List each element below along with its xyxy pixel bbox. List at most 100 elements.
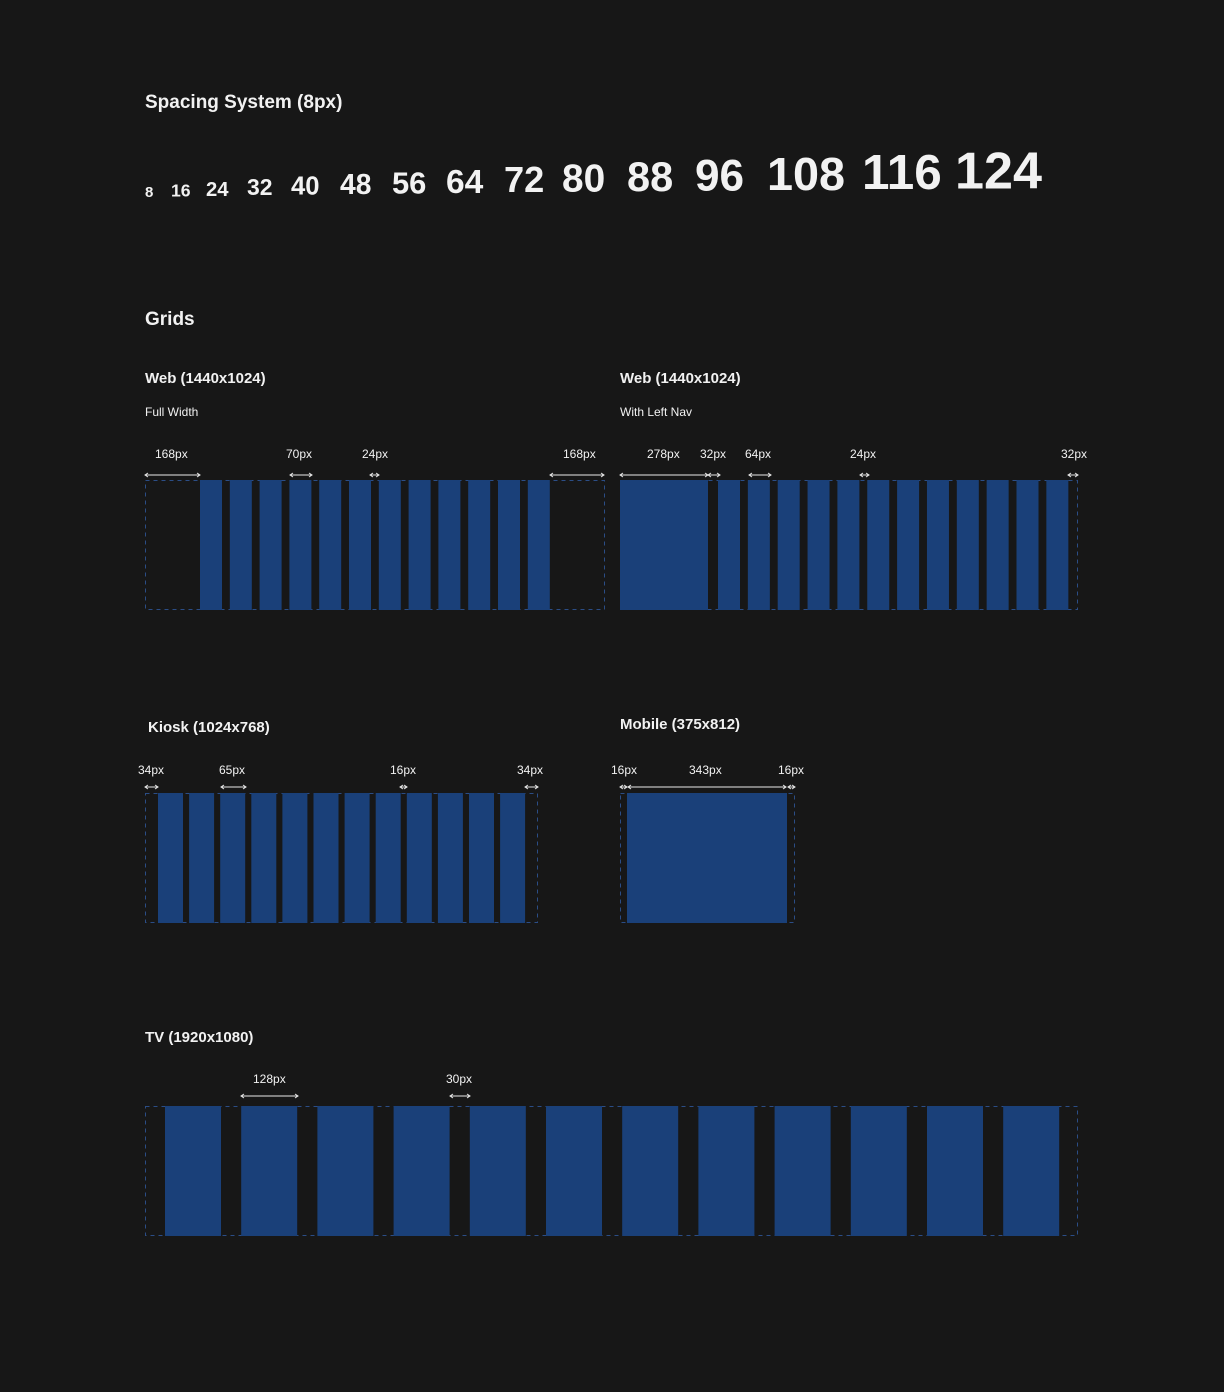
measure-label: 34px bbox=[517, 763, 543, 777]
grid-subtitle: With Left Nav bbox=[620, 405, 692, 419]
grid-column bbox=[469, 1106, 526, 1236]
grid-column bbox=[438, 480, 461, 610]
grid-column bbox=[546, 1106, 602, 1236]
grid-column bbox=[498, 480, 520, 610]
spacing-value: 108 bbox=[767, 148, 845, 200]
grid-column bbox=[349, 480, 371, 610]
grid-column bbox=[289, 480, 312, 610]
spacing-value: 40 bbox=[291, 173, 319, 201]
grid-column bbox=[317, 1106, 374, 1236]
arrow-head bbox=[787, 784, 796, 790]
grid-column bbox=[622, 1106, 679, 1236]
arrow-head bbox=[399, 784, 408, 790]
grid-column bbox=[378, 480, 401, 610]
arrow-head bbox=[220, 784, 247, 790]
spacing-value: 64 bbox=[446, 164, 484, 201]
arrow-head bbox=[748, 472, 772, 478]
grid-column bbox=[1046, 480, 1069, 610]
grid-title: Web (1440x1024) bbox=[145, 370, 266, 387]
measure-label: 343px bbox=[689, 763, 722, 777]
grid-column bbox=[259, 480, 282, 610]
arrow-head bbox=[144, 472, 201, 478]
measure-label: 168px bbox=[563, 447, 596, 461]
grid-column bbox=[469, 793, 494, 923]
grid-column bbox=[241, 1106, 298, 1236]
measure-label: 24px bbox=[362, 447, 388, 461]
grid-block bbox=[620, 480, 708, 610]
grid-column bbox=[927, 1106, 983, 1236]
grid-column bbox=[393, 1106, 450, 1236]
measure-label: 30px bbox=[446, 1072, 472, 1086]
grid-column bbox=[158, 793, 183, 923]
grid-column bbox=[837, 480, 860, 610]
arrow-head bbox=[144, 784, 159, 790]
arrow-head bbox=[289, 472, 313, 478]
arrow-head bbox=[449, 1093, 471, 1099]
grid-column bbox=[698, 1106, 755, 1236]
measure-label: 16px bbox=[390, 763, 416, 777]
spacing-value: 124 bbox=[955, 143, 1042, 201]
measure-label: 32px bbox=[1061, 447, 1087, 461]
section-title: Grids bbox=[145, 309, 195, 330]
grid-column bbox=[282, 793, 308, 923]
grid-title: Web (1440x1024) bbox=[620, 370, 741, 387]
arrow-head bbox=[549, 472, 605, 478]
spacing-value: 116 bbox=[862, 145, 942, 200]
measure-label: 168px bbox=[155, 447, 188, 461]
grid-column bbox=[777, 480, 800, 610]
measure-label: 278px bbox=[647, 447, 680, 461]
grid-column bbox=[718, 480, 740, 610]
arrow-head bbox=[1067, 472, 1079, 478]
grid-column bbox=[747, 480, 770, 610]
grid-column bbox=[1016, 480, 1039, 610]
spacing-value: 8 bbox=[145, 184, 153, 201]
grid-column bbox=[313, 793, 339, 923]
grid-column bbox=[344, 793, 370, 923]
grid-column bbox=[468, 480, 491, 610]
grid-column bbox=[189, 793, 215, 923]
grid-frame bbox=[145, 1106, 1078, 1236]
measure-label: 70px bbox=[286, 447, 312, 461]
spacing-value: 56 bbox=[392, 165, 426, 200]
grid-block bbox=[627, 793, 787, 923]
grid-column bbox=[406, 793, 432, 923]
arrow-head bbox=[627, 784, 787, 790]
grid-column bbox=[408, 480, 431, 610]
grid-column bbox=[956, 480, 979, 610]
grid-subtitle: Full Width bbox=[145, 405, 198, 419]
section-title: Spacing System (8px) bbox=[145, 92, 342, 113]
grid-column bbox=[200, 480, 222, 610]
measure-label: 16px bbox=[778, 763, 804, 777]
grid-frame bbox=[145, 480, 605, 610]
measure-label: 32px bbox=[700, 447, 726, 461]
spacing-value: 32 bbox=[247, 174, 273, 200]
arrow-head bbox=[859, 472, 870, 478]
measure-label: 16px bbox=[611, 763, 637, 777]
grid-column bbox=[437, 793, 463, 923]
measure-label: 128px bbox=[253, 1072, 286, 1086]
spacing-value: 96 bbox=[695, 151, 744, 200]
measure-label: 34px bbox=[138, 763, 164, 777]
grid-column bbox=[1003, 1106, 1060, 1236]
grid-title: Mobile (375x812) bbox=[620, 716, 740, 733]
grid-column bbox=[774, 1106, 831, 1236]
spacing-value: 88 bbox=[627, 153, 673, 200]
grid-column bbox=[926, 480, 949, 610]
spacing-value: 72 bbox=[504, 159, 544, 200]
grid-column bbox=[850, 1106, 907, 1236]
grid-column bbox=[229, 480, 252, 610]
arrow-head bbox=[707, 472, 721, 478]
arrow-head bbox=[619, 784, 628, 790]
grid-column bbox=[500, 793, 526, 923]
grid-column bbox=[807, 480, 830, 610]
grid-column bbox=[867, 480, 890, 610]
spacing-value: 80 bbox=[562, 158, 605, 201]
spacing-value: 24 bbox=[206, 179, 229, 201]
arrow-head bbox=[524, 784, 539, 790]
arrow-head bbox=[369, 472, 380, 478]
grid-column bbox=[165, 1106, 221, 1236]
grid-column bbox=[375, 793, 401, 923]
grid-column bbox=[319, 480, 342, 610]
